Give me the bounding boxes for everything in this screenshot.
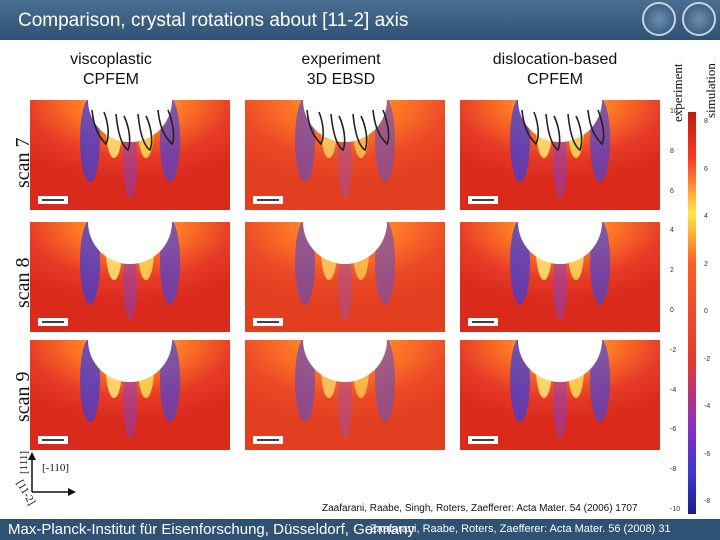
orientation-map-icon [30,222,230,332]
col-header-text: dislocation-based CPFEM [492,51,618,88]
orientation-map-icon [460,100,660,210]
legend-tick-left: 2 [670,267,674,275]
orientation-map-panel [460,222,660,332]
legend-tick-left: -8 [670,466,677,474]
legend-tick-right: 8 [704,118,708,125]
institute-seal-icon [682,2,716,36]
orientation-map-icon [30,340,230,450]
legend-tick-right: 0 [704,308,708,315]
axis-arrows-icon [28,452,76,496]
orientation-map-panel [30,222,230,332]
col-header-experiment: experiment 3D EBSD [266,50,416,90]
legend-tick-right: 6 [704,165,708,173]
color-legend: 10 8 6 4 2 0 -2 -4 -6 -8 -10 8 6 4 2 0 -2 -4 -6 -8 [662,108,720,518]
institute-name: Max-Planck-Institut für Eisenforschung, … [8,521,415,538]
legend-tick-left: -2 [670,346,677,354]
mpg-seal-icon [642,2,676,36]
color-scale-icon [688,112,696,514]
legend-tick-left: 10 [670,108,678,115]
col-header-viscoplastic: viscoplastic CPFEM [36,50,186,90]
legend-tick-left: 6 [670,187,674,195]
legend-tick-left: -6 [670,426,677,434]
legend-tick-left: 4 [670,227,674,235]
orientation-map-panel [245,100,445,210]
legend-tick-right: -6 [704,450,711,458]
orientation-map-panel [30,100,230,210]
orientation-map-icon [245,340,445,450]
orientation-map-icon [460,340,660,450]
reference-1: Zaafarani, Raabe, Singh, Roters, Zaeffer… [322,503,638,514]
legend-tick-left: -4 [670,386,677,394]
axis-vertical-label: [111] [18,450,30,474]
orientation-map-icon [30,100,230,210]
legend-tick-left: 0 [670,307,674,314]
title-bar: Comparison, crystal rotations about [11-… [0,0,720,40]
orientation-map-icon [460,222,660,332]
col-header-dislocation: dislocation-based CPFEM [480,50,630,90]
legend-tick-left: 8 [670,147,674,155]
orientation-map-panel [30,340,230,450]
orientation-map-panel [460,340,660,450]
legend-tick-right: -2 [704,355,711,363]
footer-bar: Max-Planck-Institut für Eisenforschung, … [0,519,720,540]
legend-tick-right: 4 [704,213,708,220]
orientation-map-panel [245,340,445,450]
orientation-map-panel [245,222,445,332]
col-header-text: viscoplastic CPFEM [70,51,152,88]
legend-tick-right: 2 [704,260,708,268]
orientation-map-icon [245,222,445,332]
legend-tick-left: -10 [670,506,681,513]
col-header-text: experiment 3D EBSD [301,51,381,88]
legend-tick-right: -4 [704,403,711,410]
axis-horizontal-label: [-110] [42,462,70,474]
legend-tick-right: -8 [704,498,711,505]
orientation-map-panel [460,100,660,210]
reference-2: Zaafarani, Raabe, Roters, Zaefferer: Act… [370,523,671,535]
orientation-map-icon [245,100,445,210]
slide-title: Comparison, crystal rotations about [11-… [18,10,409,31]
